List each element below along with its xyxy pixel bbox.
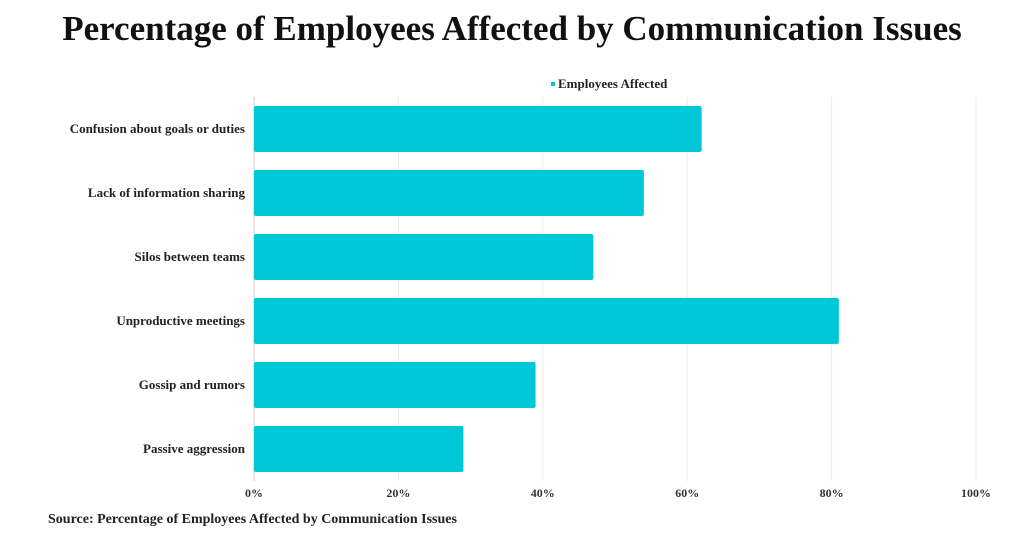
category-label: Silos between teams xyxy=(135,249,246,264)
category-label: Unproductive meetings xyxy=(116,313,245,328)
x-tick-label: 60% xyxy=(675,486,699,500)
bar xyxy=(254,298,839,344)
legend: Employees Affected xyxy=(551,76,668,91)
category-label: Confusion about goals or duties xyxy=(70,121,245,136)
bar xyxy=(254,106,702,152)
x-tick-label: 100% xyxy=(961,486,991,500)
legend-label: Employees Affected xyxy=(558,76,668,91)
x-tick-label: 20% xyxy=(386,486,410,500)
chart-title: Percentage of Employees Affected by Comm… xyxy=(62,9,962,48)
chart-source: Source: Percentage of Employees Affected… xyxy=(48,512,457,527)
category-label: Lack of information sharing xyxy=(88,185,246,200)
category-label: Gossip and rumors xyxy=(139,377,245,392)
x-tick-label: 40% xyxy=(531,486,555,500)
bar xyxy=(254,170,644,216)
bar xyxy=(254,426,464,472)
x-tick-label: 0% xyxy=(245,486,263,500)
x-tick-label: 80% xyxy=(820,486,844,500)
bar xyxy=(254,234,594,280)
category-label: Passive aggression xyxy=(143,441,246,456)
bar xyxy=(254,362,536,408)
legend-swatch xyxy=(551,82,555,86)
